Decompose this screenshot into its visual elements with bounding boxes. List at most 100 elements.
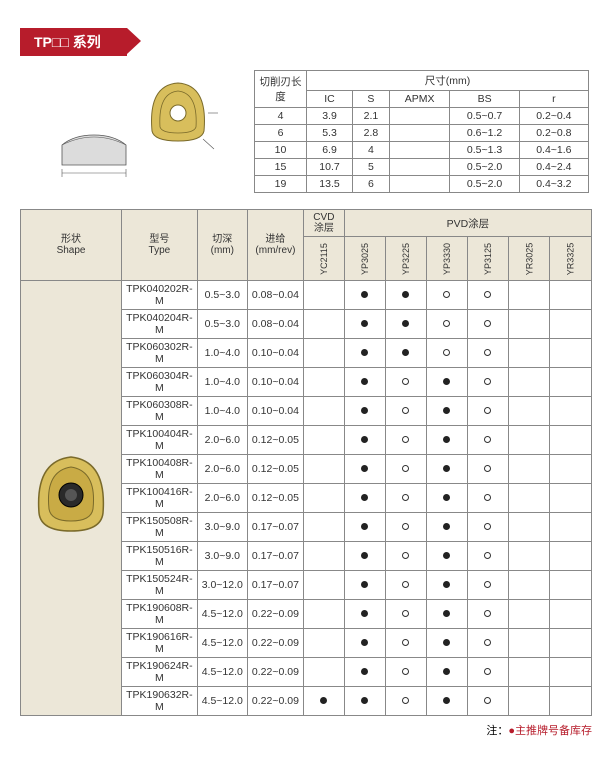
availability-cell	[550, 484, 592, 513]
availability-cell	[385, 687, 426, 716]
availability-cell	[508, 571, 550, 600]
dot-icon	[443, 552, 450, 559]
cell-type: TPK040202R-M	[122, 281, 198, 310]
availability-cell	[426, 310, 467, 339]
dim-row: 43.92.10.5~0.70.2~0.4	[255, 108, 589, 125]
availability-cell	[344, 455, 385, 484]
cell-depth: 1.0~4.0	[197, 368, 247, 397]
circle-icon	[484, 320, 491, 327]
availability-cell	[344, 426, 385, 455]
dim-cell: 0.2~0.8	[519, 125, 588, 142]
availability-cell	[426, 455, 467, 484]
dim-col-apmx: APMX	[389, 91, 450, 108]
cell-feed: 0.17~0.07	[247, 513, 303, 542]
dim-cell: 0.2~0.4	[519, 108, 588, 125]
availability-cell	[385, 426, 426, 455]
availability-cell	[344, 484, 385, 513]
dot-icon	[443, 378, 450, 385]
availability-cell	[385, 571, 426, 600]
availability-cell	[344, 513, 385, 542]
availability-cell	[426, 513, 467, 542]
cell-feed: 0.12~0.05	[247, 484, 303, 513]
series-title: TP□□ 系列	[20, 28, 127, 56]
availability-cell	[550, 600, 592, 629]
availability-cell	[303, 542, 344, 571]
dot-icon	[361, 320, 368, 327]
dim-cell: 0.5~2.0	[450, 159, 519, 176]
dim-row: 1913.560.5~2.00.4~3.2	[255, 176, 589, 193]
cell-feed: 0.10~0.04	[247, 397, 303, 426]
availability-cell	[550, 310, 592, 339]
availability-cell	[303, 426, 344, 455]
availability-cell	[303, 687, 344, 716]
dot-icon	[320, 697, 327, 704]
circle-icon	[402, 436, 409, 443]
dim-cell: 0.4~2.4	[519, 159, 588, 176]
cell-depth: 3.0~12.0	[197, 571, 247, 600]
dim-cell: 0.5~2.0	[450, 176, 519, 193]
availability-cell	[303, 658, 344, 687]
availability-cell	[467, 542, 508, 571]
grade-header: YR3325	[550, 237, 592, 281]
dim-cell: 15	[255, 159, 307, 176]
grade-header: YP3225	[385, 237, 426, 281]
availability-cell	[508, 455, 550, 484]
dim-cell: 13.5	[307, 176, 353, 193]
footnote-prefix: 注：	[486, 725, 508, 737]
dot-icon	[443, 610, 450, 617]
availability-cell	[550, 397, 592, 426]
availability-cell	[344, 281, 385, 310]
circle-icon	[484, 436, 491, 443]
dim-cell: 10.7	[307, 159, 353, 176]
dot-icon	[402, 320, 409, 327]
availability-cell	[467, 513, 508, 542]
footnote-text: ●主推牌号备库存	[508, 725, 592, 737]
dot-icon	[443, 697, 450, 704]
availability-cell	[508, 687, 550, 716]
cell-depth: 2.0~6.0	[197, 484, 247, 513]
dim-cell: 10	[255, 142, 307, 159]
dim-cell: 19	[255, 176, 307, 193]
circle-icon	[402, 378, 409, 385]
cell-type: TPK190616R-M	[122, 629, 198, 658]
dim-cell: 0.5~1.3	[450, 142, 519, 159]
availability-cell	[303, 600, 344, 629]
availability-cell	[385, 600, 426, 629]
availability-cell	[467, 484, 508, 513]
dim-cell: 0.6~1.2	[450, 125, 519, 142]
cell-type: TPK150508R-M	[122, 513, 198, 542]
cell-feed: 0.08~0.04	[247, 310, 303, 339]
head-shape: 形状Shape	[21, 210, 122, 281]
dim-cell: 0.5~0.7	[450, 108, 519, 125]
head-type: 型号Type	[122, 210, 198, 281]
availability-cell	[467, 426, 508, 455]
cell-depth: 4.5~12.0	[197, 600, 247, 629]
availability-cell	[550, 339, 592, 368]
availability-cell	[508, 281, 550, 310]
cell-depth: 3.0~9.0	[197, 513, 247, 542]
dim-row: 106.940.5~1.30.4~1.6	[255, 142, 589, 159]
cell-feed: 0.10~0.04	[247, 339, 303, 368]
circle-icon	[443, 349, 450, 356]
dot-icon	[443, 523, 450, 530]
availability-cell	[508, 542, 550, 571]
availability-cell	[385, 368, 426, 397]
dot-icon	[361, 349, 368, 356]
availability-cell	[426, 687, 467, 716]
dot-icon	[443, 436, 450, 443]
circle-icon	[484, 639, 491, 646]
availability-cell	[550, 542, 592, 571]
availability-cell	[303, 281, 344, 310]
cell-feed: 0.22~0.09	[247, 658, 303, 687]
availability-cell	[426, 339, 467, 368]
cell-type: TPK100404R-M	[122, 426, 198, 455]
dot-icon	[361, 668, 368, 675]
availability-cell	[385, 542, 426, 571]
main-product-table: 形状Shape 型号Type 切深(mm) 进给(mm/rev) CVD涂层 P…	[20, 209, 592, 716]
dim-cell	[389, 176, 450, 193]
circle-icon	[484, 552, 491, 559]
availability-cell	[344, 397, 385, 426]
availability-cell	[385, 513, 426, 542]
availability-cell	[303, 368, 344, 397]
dot-icon	[361, 494, 368, 501]
